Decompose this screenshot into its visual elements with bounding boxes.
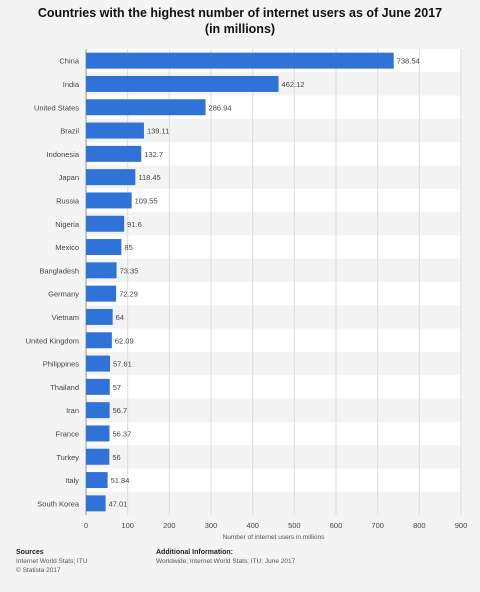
row-stripe xyxy=(86,212,461,236)
x-tick-label: 200 xyxy=(163,521,176,530)
row-stripe xyxy=(86,491,461,515)
category-label: Turkey xyxy=(56,453,79,462)
bar-mexico xyxy=(86,239,122,256)
x-axis-title: Number of internet users in millions xyxy=(223,534,326,541)
value-label: 62.09 xyxy=(115,336,134,345)
bar-bangladesh xyxy=(86,262,117,279)
category-label: India xyxy=(63,80,80,89)
bar-russia xyxy=(86,192,132,209)
x-tick-label: 500 xyxy=(288,521,301,530)
value-label: 56.37 xyxy=(112,429,131,438)
row-stripe xyxy=(86,398,461,422)
bar-italy xyxy=(86,472,108,489)
sources-line: Internet World Stats; ITU xyxy=(16,558,88,565)
category-label: Bangladesh xyxy=(39,266,79,275)
value-label: 462.12 xyxy=(282,80,305,89)
value-label: 286.94 xyxy=(209,103,232,112)
additional-info-block: Additional Information: Worldwide; Inter… xyxy=(156,548,295,566)
chart-subtitle: (in millions) xyxy=(204,22,276,36)
row-stripe xyxy=(86,351,461,376)
bar-france xyxy=(86,425,110,442)
bar-chart: China 738.54 India 462.12 United States 286.9… xyxy=(26,49,468,541)
value-label: 72.29 xyxy=(119,290,138,299)
category-label: Indonesia xyxy=(46,150,79,159)
value-label: 738.54 xyxy=(397,57,420,66)
x-tick-label: 900 xyxy=(455,521,468,530)
value-label: 132.7 xyxy=(144,150,163,159)
bar-japan xyxy=(86,169,136,186)
category-label: Italy xyxy=(65,476,79,485)
value-label: 64 xyxy=(116,313,124,322)
sources-block: Sources Internet World Stats; ITU © Stat… xyxy=(16,548,87,575)
bar-united-kingdom xyxy=(86,332,112,349)
bar-china xyxy=(86,52,394,69)
category-label: United States xyxy=(34,103,79,112)
chart-title: Countries with the highest number of int… xyxy=(0,5,480,37)
category-label: South Korea xyxy=(37,499,80,508)
category-label: France xyxy=(56,429,79,438)
x-tick-label: 0 xyxy=(84,521,88,530)
x-tick-label: 300 xyxy=(205,521,218,530)
value-label: 51.84 xyxy=(111,476,130,485)
bar-vietnam xyxy=(86,308,113,325)
value-label: 109.55 xyxy=(135,196,158,205)
value-label: 47.01 xyxy=(109,499,128,508)
value-label: 57 xyxy=(113,383,121,392)
category-label: Mexico xyxy=(55,243,79,252)
value-label: 56.7 xyxy=(113,406,128,415)
x-tick-label: 700 xyxy=(371,521,384,530)
category-label: Thailand xyxy=(50,383,79,392)
row-stripe xyxy=(86,118,461,143)
bar-india xyxy=(86,75,279,92)
category-label: Philippines xyxy=(43,360,80,369)
row-stripe xyxy=(86,258,461,282)
x-tick-label: 800 xyxy=(413,521,426,530)
copyright-link[interactable]: © Statista 2017 xyxy=(16,567,61,574)
category-label: Nigeria xyxy=(55,220,80,229)
value-label: 85 xyxy=(124,243,132,252)
value-label: 118.45 xyxy=(138,173,160,182)
value-label: 56 xyxy=(112,453,120,462)
value-label: 139.11 xyxy=(147,127,169,136)
x-tick-label: 400 xyxy=(246,521,259,530)
category-label: United Kingdom xyxy=(26,336,79,345)
bar-south-korea xyxy=(86,495,106,512)
category-label: Japan xyxy=(59,173,79,182)
bar-indonesia xyxy=(86,145,142,162)
x-tick-label: 100 xyxy=(121,521,134,530)
bar-nigeria xyxy=(86,215,125,232)
row-stripe xyxy=(86,165,461,189)
category-label: Vietnam xyxy=(52,313,79,322)
value-label: 73.35 xyxy=(120,266,139,275)
category-label: Iran xyxy=(66,406,79,415)
bar-germany xyxy=(86,285,117,302)
bar-thailand xyxy=(86,378,110,395)
bar-united-states xyxy=(86,99,206,116)
category-label: Brazil xyxy=(60,127,79,136)
bar-brazil xyxy=(86,122,144,139)
row-stripe xyxy=(86,305,461,329)
category-label: China xyxy=(59,57,79,66)
bar-philippines xyxy=(86,355,111,372)
x-tick-label: 600 xyxy=(330,521,343,530)
sources-heading: Sources xyxy=(16,549,44,556)
additional-info-line: Worldwide; Internet World Stats; ITU; Ju… xyxy=(156,558,296,565)
value-label: 57.61 xyxy=(113,360,132,369)
bar-turkey xyxy=(86,448,110,465)
category-label: Germany xyxy=(48,290,79,299)
category-label: Russia xyxy=(56,196,80,205)
additional-info-heading: Additional Information: xyxy=(156,549,233,556)
chart-title-main: Countries with the highest number of int… xyxy=(37,6,443,20)
bar-iran xyxy=(86,402,110,419)
row-stripe xyxy=(86,445,461,469)
value-label: 91.6 xyxy=(127,220,142,229)
